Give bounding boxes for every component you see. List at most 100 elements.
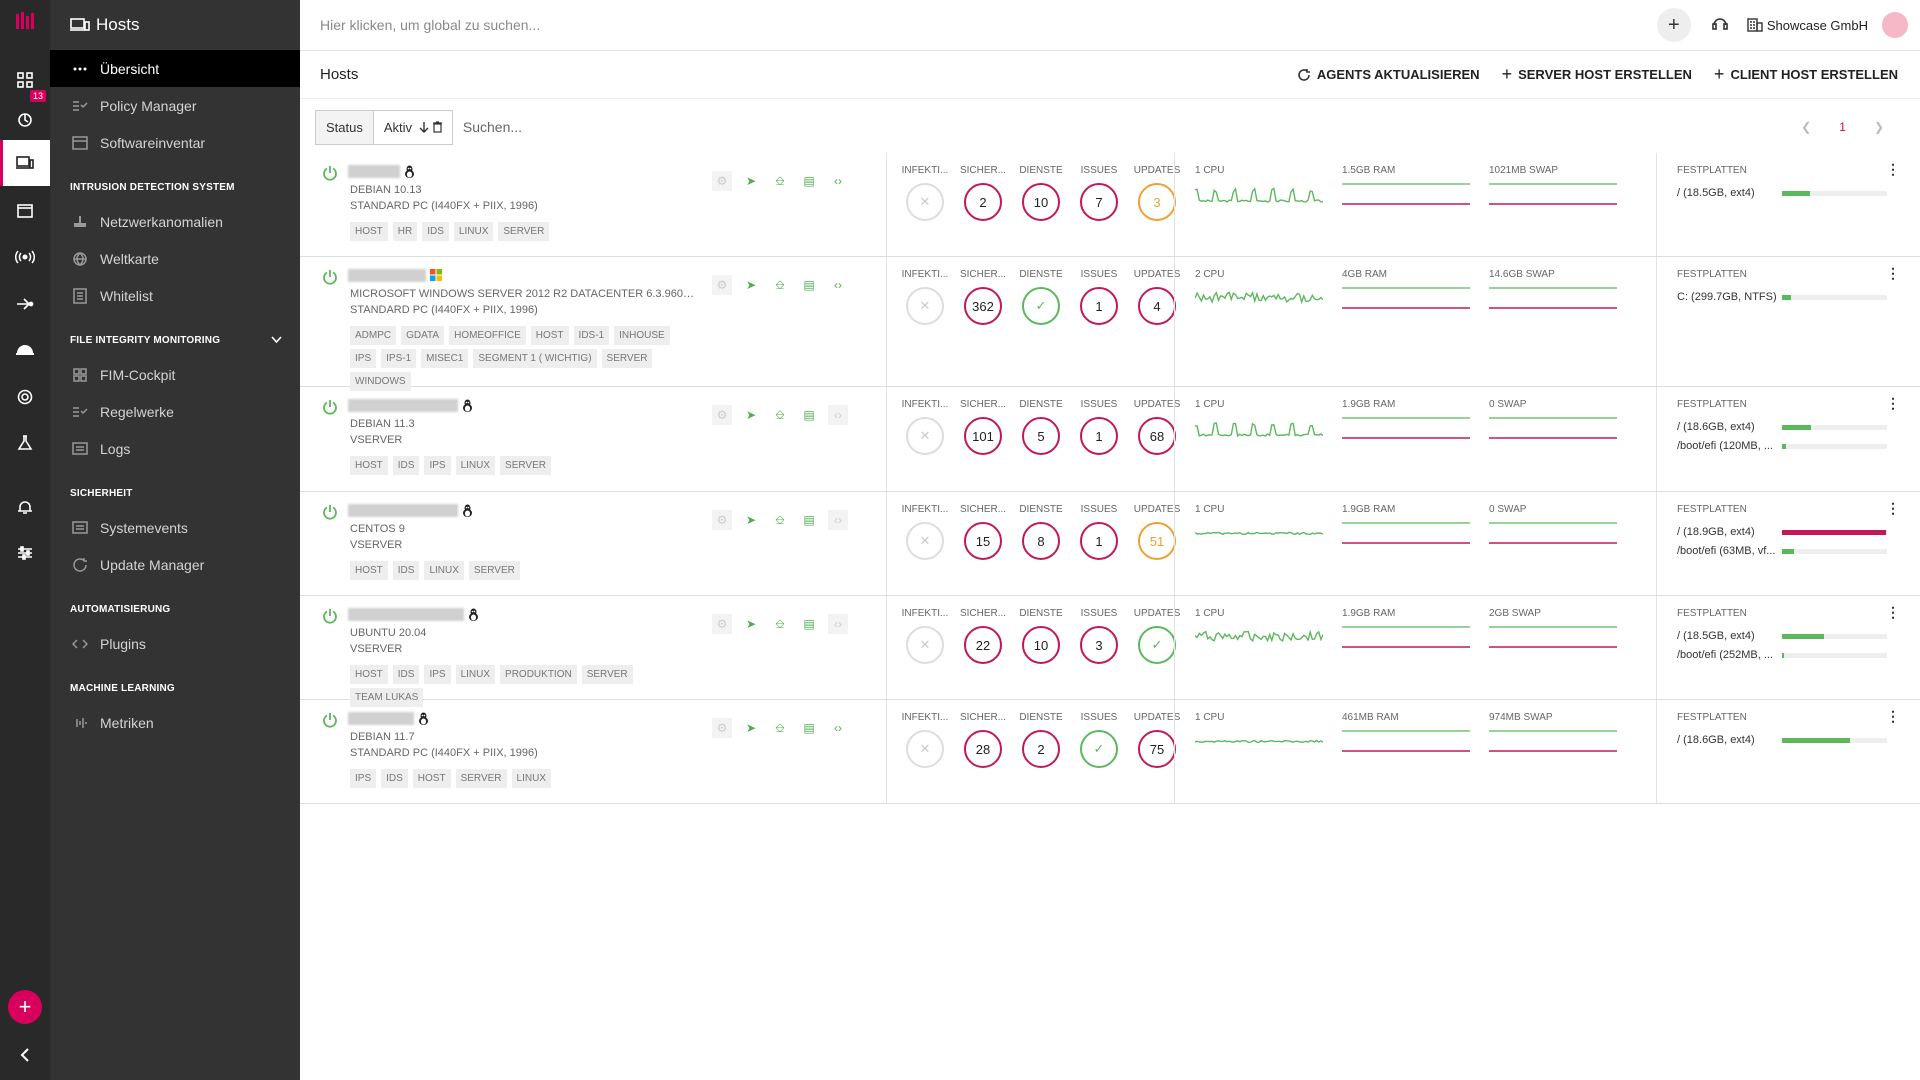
tag-chip[interactable]: IPS [350, 349, 377, 368]
metric-issues[interactable]: ISSUES 1 [1071, 269, 1127, 325]
agents-refresh-button[interactable]: Agents aktualisieren [1297, 67, 1480, 82]
tag-chip[interactable]: SERVER [498, 222, 550, 241]
row-menu-icon[interactable]: ⋮ [1886, 500, 1900, 516]
tag-chip[interactable]: HOST [412, 769, 451, 788]
gear-icon[interactable]: ⚙ [712, 510, 732, 530]
sidebar-item-fim-cockpit[interactable]: FIM-Cockpit [50, 356, 300, 393]
host-name-redacted[interactable] [348, 269, 426, 282]
tag-chip[interactable]: SEGMENT 1 ( WICHTIG) [473, 349, 597, 368]
metric-dienste[interactable]: DIENSTE ✓ [1013, 269, 1069, 325]
metric-infekti[interactable]: INFEKTI... ✕ [897, 712, 953, 768]
tag-chip[interactable]: ADMPC [350, 326, 397, 345]
tag-chip[interactable]: IPS [424, 665, 451, 684]
metric-issues[interactable]: ISSUES 1 [1071, 504, 1127, 560]
metric-sicher[interactable]: SICHER... 15 [955, 504, 1011, 560]
tag-chip[interactable]: IDS [392, 561, 420, 580]
tag-chip[interactable]: IDS-1 [573, 326, 610, 345]
metric-dienste[interactable]: DIENSTE 8 [1013, 504, 1069, 560]
sidebar-item-netzwerkanomalien[interactable]: Netzwerkanomalien [50, 203, 300, 240]
user-avatar[interactable] [1882, 12, 1908, 38]
create-client-host-button[interactable]: + Client Host erstellen [1713, 64, 1898, 84]
metric-updates[interactable]: UPDATES 51 [1129, 504, 1185, 560]
tag-chip[interactable]: IPS [424, 456, 451, 475]
sidebar-item-policy-manager[interactable]: Policy Manager [50, 87, 300, 124]
sidebar-item-weltkarte[interactable]: Weltkarte [50, 240, 300, 277]
network-icon[interactable] [0, 234, 50, 280]
host-name-redacted[interactable] [348, 399, 458, 412]
window-icon[interactable] [0, 188, 50, 234]
sidebar-item-übersicht[interactable]: Übersicht [50, 50, 300, 87]
chevron-down-icon[interactable] [271, 335, 282, 346]
code-icon[interactable]: ‹› [828, 510, 848, 530]
metric-infekti[interactable]: INFEKTI... ✕ [897, 269, 953, 325]
code-icon[interactable]: ‹› [834, 174, 842, 188]
collapse-sidebar-icon[interactable] [0, 1040, 50, 1070]
status-filter-chip[interactable]: Status Aktiv [315, 109, 453, 145]
metric-sicher[interactable]: SICHER... 2 [955, 165, 1011, 221]
sidebar-item-plugins[interactable]: Plugins [50, 625, 300, 662]
tag-chip[interactable]: LINUX [455, 665, 496, 684]
metric-issues[interactable]: ISSUES 1 [1071, 399, 1127, 455]
gear-icon[interactable]: ⚙ [712, 171, 732, 191]
row-menu-icon[interactable]: ⋮ [1886, 161, 1900, 177]
gear-icon[interactable]: ⚙ [712, 275, 732, 295]
message-icon[interactable]: ▤ [803, 721, 815, 735]
sidebar-item-metriken[interactable]: Metriken [50, 704, 300, 741]
host-name-redacted[interactable] [348, 608, 464, 621]
company-selector[interactable]: Showcase GmbH [1747, 18, 1868, 33]
tag-chip[interactable]: HOST [350, 665, 388, 684]
gear-icon[interactable]: ⚙ [712, 718, 732, 738]
route-icon[interactable]: ➤ [745, 513, 757, 527]
metric-infekti[interactable]: INFEKTI... ✕ [897, 504, 953, 560]
add-button[interactable]: + [1656, 8, 1691, 42]
power-icon[interactable] [322, 504, 338, 525]
tag-chip[interactable]: LINUX [511, 769, 551, 788]
tag-chip[interactable]: HOST [350, 456, 388, 475]
tag-chip[interactable]: LINUX [424, 561, 464, 580]
route-icon[interactable]: ➤ [745, 278, 757, 292]
metric-dienste[interactable]: DIENSTE 5 [1013, 399, 1069, 455]
tag-chip[interactable]: IDS [392, 665, 420, 684]
tag-chip[interactable]: IDS [381, 769, 408, 788]
alarm-icon[interactable] [0, 484, 50, 530]
message-icon[interactable]: ▤ [803, 408, 815, 422]
tag-chip[interactable]: LINUX [455, 456, 496, 475]
metric-updates[interactable]: UPDATES 75 [1129, 712, 1185, 768]
metric-infekti[interactable]: INFEKTI... ✕ [897, 399, 953, 455]
tag-chip[interactable]: SERVER [581, 665, 633, 684]
host-row[interactable]: MICROSOFT WINDOWS SERVER 2012 R2 DATACEN… [300, 257, 1920, 391]
router-icon[interactable]: ⎒ [775, 173, 785, 188]
tag-chip[interactable]: SERVER [601, 349, 653, 368]
host-row[interactable]: UBUNTU 20.04 VSERVER HOST IDS IPS LINUX PRODUK… [300, 596, 1920, 707]
metric-sicher[interactable]: SICHER... 22 [955, 608, 1011, 664]
metric-updates[interactable]: UPDATES 3 [1129, 165, 1185, 221]
route-icon[interactable]: ➤ [745, 721, 757, 735]
router-icon[interactable]: ⎒ [775, 616, 785, 631]
gear-icon[interactable]: ⚙ [712, 405, 732, 425]
message-icon[interactable]: ▤ [803, 513, 815, 527]
metric-dienste[interactable]: DIENSTE 2 [1013, 712, 1069, 768]
host-name-redacted[interactable] [348, 165, 400, 178]
hosts-icon[interactable] [0, 140, 50, 186]
host-name-redacted[interactable] [348, 712, 414, 725]
metric-infekti[interactable]: INFEKTI... ✕ [897, 165, 953, 221]
route-icon[interactable]: ➤ [745, 174, 757, 188]
sidebar-section-title[interactable]: FILE INTEGRITY MONITORING [50, 314, 300, 356]
add-fab-button[interactable]: + [8, 990, 42, 1024]
gear-icon[interactable]: ⚙ [712, 614, 732, 634]
host-row[interactable]: DEBIAN 11.3 VSERVER HOST IDS IPS LINUX SERVER ⚙… [300, 387, 1920, 492]
tag-chip[interactable]: HOST [530, 326, 569, 345]
logo-icon[interactable] [0, 0, 50, 42]
sidebar-item-softwareinventar[interactable]: Softwareinventar [50, 124, 300, 161]
code-icon[interactable]: ‹› [828, 405, 848, 425]
tag-chip[interactable]: SERVER [455, 769, 507, 788]
code-icon[interactable]: ‹› [834, 721, 842, 735]
router-icon[interactable]: ⎒ [775, 720, 785, 735]
row-menu-icon[interactable]: ⋮ [1886, 395, 1900, 411]
row-menu-icon[interactable]: ⋮ [1886, 265, 1900, 281]
route-icon[interactable]: ➤ [745, 617, 757, 631]
prev-page-icon[interactable]: ❮ [1801, 120, 1812, 134]
sidebar-item-regelwerke[interactable]: Regelwerke [50, 393, 300, 430]
tag-chip[interactable]: MISEC1 [421, 349, 469, 368]
tag-chip[interactable]: HR [392, 222, 418, 241]
